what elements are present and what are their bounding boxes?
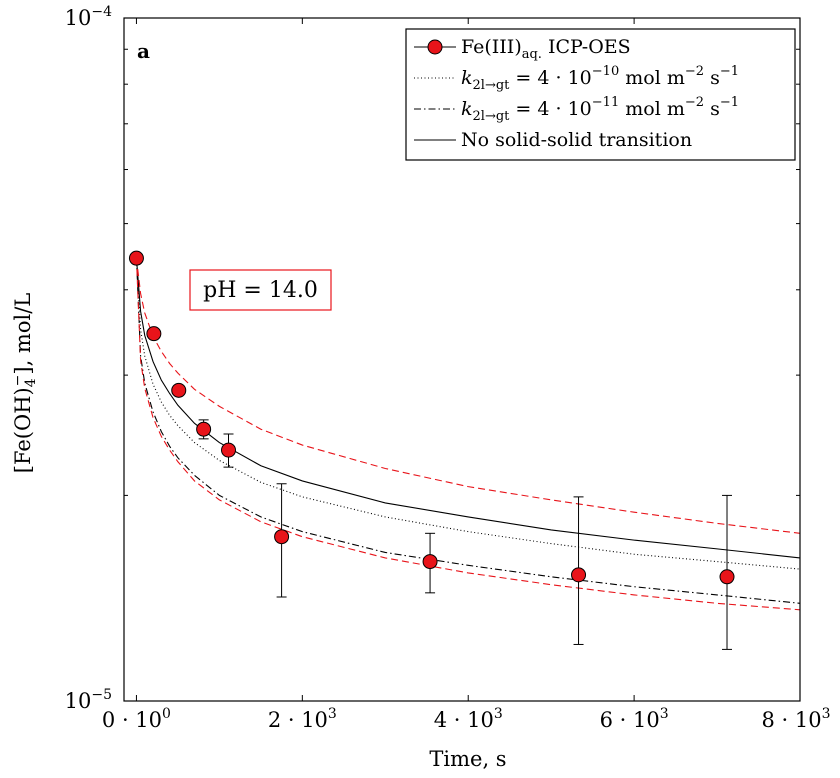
legend-box: [405, 28, 796, 161]
ticks-layer: [124, 17, 801, 702]
markers-layer: [128, 250, 735, 585]
y-tick-label: 10−4: [65, 4, 112, 30]
y-tick-label-exponent: −5: [91, 687, 112, 703]
y-tick-label-exponent: −4: [91, 4, 112, 20]
x-tick-label-exponent: 3: [660, 706, 669, 722]
legend-label-main: k: [461, 98, 473, 120]
legend-label-main: k: [461, 67, 473, 89]
data-point: [571, 567, 587, 583]
x-axis-label: Time, s: [429, 747, 506, 771]
series-line-band_lower: [135, 258, 801, 611]
x-tick-label-mantissa: 6 · 10: [600, 708, 660, 732]
legend-label-unit-mid: s: [704, 67, 720, 89]
x-tick-label-mantissa: 8 · 10: [761, 708, 821, 732]
legend-label: Fe(III)aq. ICP-OES: [461, 36, 631, 62]
annotation-box: pH = 14.0: [189, 269, 332, 311]
legend-label-unit-sup: −1: [720, 64, 739, 79]
x-tick-label-exponent: 0: [162, 706, 171, 722]
legend-entry-k11: k2l→gt = 4 · 10−11 mol m−2 s−1: [414, 95, 739, 124]
x-tick-label-exponent: 3: [328, 706, 337, 722]
y-axis-label-tail: ], mol/L: [11, 293, 35, 375]
plot-frame: [123, 17, 801, 702]
data-point: [128, 250, 144, 266]
legend-entry-data: Fe(III)aq. ICP-OES: [414, 36, 631, 62]
x-tick-label-mantissa: 4 · 10: [434, 708, 494, 732]
curves-layer: [135, 258, 801, 611]
y-tick-label: 10−5: [65, 687, 112, 713]
y-axis-label-sub: 4: [23, 378, 39, 387]
x-tick-label: 8 · 103: [761, 706, 830, 732]
legend-marker: [427, 39, 443, 55]
legend-label-unit: mol m: [619, 98, 685, 120]
x-tick-label-mantissa: 2 · 10: [268, 708, 328, 732]
panel-label: a: [137, 39, 150, 63]
legend-label-main: Fe(III): [461, 36, 522, 58]
y-tick-label-mantissa: 10: [65, 6, 92, 30]
annotation-text: pH = 14.0: [203, 278, 318, 303]
data-point: [221, 442, 237, 458]
x-tick-label: 0 · 100: [102, 706, 171, 732]
y-tick-label-mantissa: 10: [65, 689, 92, 713]
data-point: [196, 421, 212, 437]
legend-label-tail: ICP-OES: [542, 36, 631, 58]
legend-label: No solid-solid transition: [461, 129, 692, 151]
legend-label-unit-sup: −2: [685, 64, 704, 79]
legend-label-tail: = 4 · 10: [509, 67, 591, 89]
tick-labels-layer: 0 · 100 2 · 103 4 · 103 6 · 103 8 · 10310−51…: [65, 4, 831, 732]
legend-label-sub: 2l→gt: [473, 78, 511, 93]
y-axis-label-sup: −: [10, 375, 26, 387]
x-tick-label: 4 · 103: [434, 706, 503, 732]
legend-label: k2l→gt = 4 · 10−11 mol m−2 s−1: [461, 95, 739, 124]
legend-label-sup: −10: [592, 64, 619, 79]
data-point: [422, 554, 438, 570]
legend-label-unit-sup: −2: [685, 95, 704, 110]
data-point: [146, 326, 162, 342]
y-axis-label: [Fe(OH)4−], mol/L: [10, 293, 39, 474]
legend-label-unit: mol m: [619, 67, 685, 89]
legend-label-sub: aq.: [522, 47, 542, 62]
x-tick-label: 2 · 103: [268, 706, 337, 732]
legend-label-unit-mid: s: [704, 98, 720, 120]
series-line-k11: [135, 258, 801, 604]
legend-entry-none: No solid-solid transition: [414, 129, 692, 151]
y-axis-label-main: [Fe(OH): [11, 387, 35, 473]
data-point: [274, 529, 290, 545]
x-tick-label-exponent: 3: [494, 706, 503, 722]
legend-label-unit-sup: −1: [720, 95, 739, 110]
legend-label: k2l→gt = 4 · 10−10 mol m−2 s−1: [461, 64, 739, 93]
x-tick-label-exponent: 3: [822, 706, 831, 722]
legend-label-tail: = 4 · 10: [509, 98, 591, 120]
legend-label-sup: −11: [592, 95, 619, 110]
data-point: [719, 569, 735, 585]
x-tick-label-mantissa: 0 · 10: [102, 708, 162, 732]
legend-entry-k10: k2l→gt = 4 · 10−10 mol m−2 s−1: [414, 64, 739, 93]
data-point: [171, 382, 187, 398]
x-tick-label: 6 · 103: [600, 706, 669, 732]
legend-label-sub: 2l→gt: [473, 109, 511, 124]
